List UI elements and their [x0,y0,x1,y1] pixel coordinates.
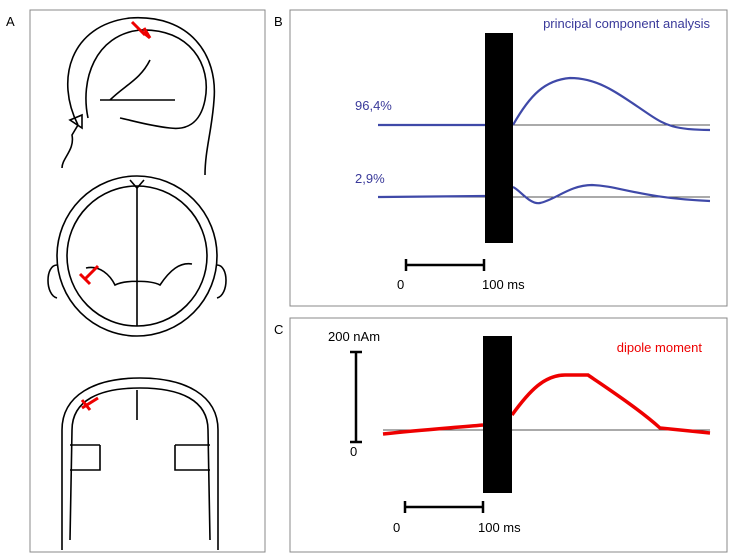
panel-label: C [274,322,283,337]
scale-label: 100 ms [482,277,525,292]
artifact-block [485,33,513,243]
scale-bar [403,501,485,513]
waveform [377,183,711,205]
head-back [61,377,219,550]
panel-label: A [6,14,15,29]
head-top [47,175,227,337]
amplitude-bar [350,350,362,444]
scale-label: 0 [393,520,400,535]
panel-title: principal component analysis [543,16,710,31]
component-label: 96,4% [355,98,392,113]
artifact-block [483,336,512,493]
panel-frame [29,9,266,553]
panel-frame [289,9,728,307]
amplitude-label: 200 nAm [328,329,380,344]
scale-label: 0 [397,277,404,292]
panel-frame [289,317,728,553]
panel-title: dipole moment [617,340,703,355]
scale-label: 100 ms [478,520,521,535]
component-label: 2,9% [355,171,385,186]
waveform [382,373,711,436]
amplitude-label: 0 [350,444,357,459]
head-side [61,17,216,176]
panel-label: B [274,14,283,29]
scale-bar [404,259,486,271]
waveform [378,76,711,132]
